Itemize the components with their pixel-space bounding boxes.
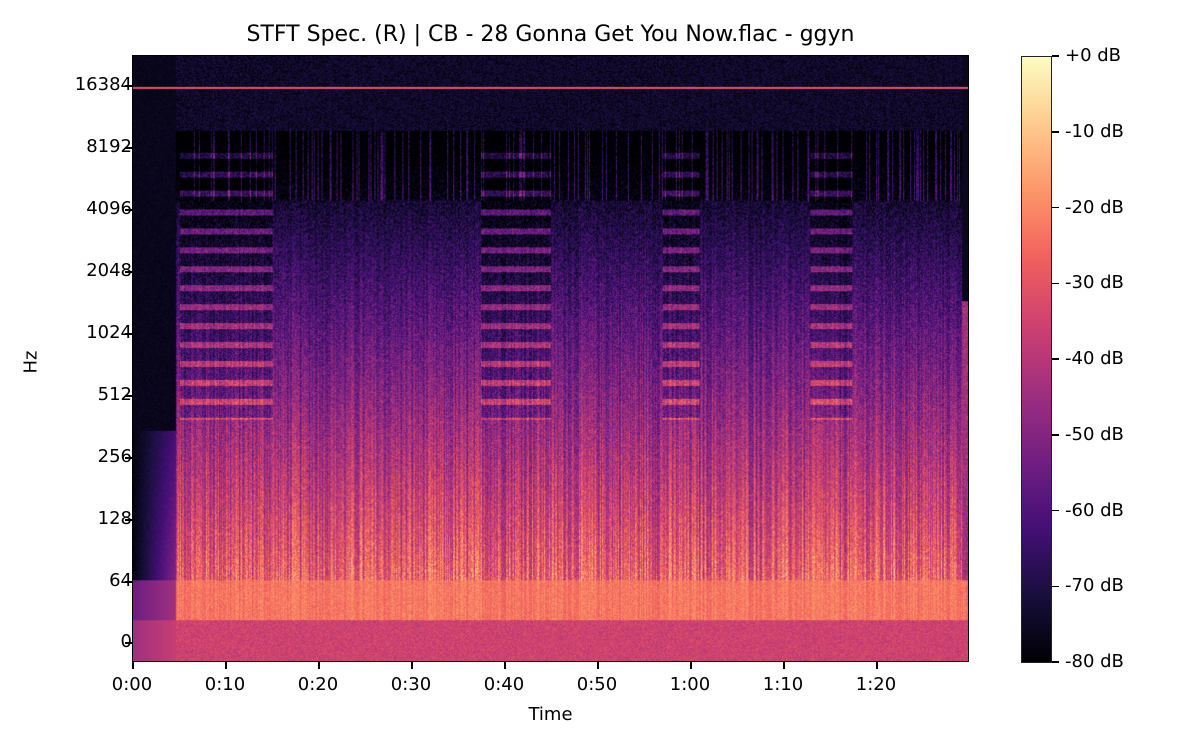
colorbar-tick-mark	[1052, 282, 1059, 284]
colorbar-tick-mark	[1052, 206, 1059, 209]
x-tick-mark	[225, 662, 227, 669]
colorbar-tick-mark	[1052, 131, 1059, 133]
y-tick-label: 4096	[86, 198, 132, 219]
y-tick-mark	[125, 457, 132, 459]
y-tick-mark	[125, 147, 132, 149]
colorbar-tick-label: -20 dB	[1052, 196, 1124, 218]
y-tick-label: 64	[109, 570, 132, 591]
colorbar-tick-text: -60 dB	[1065, 499, 1124, 521]
colorbar-tick-mark	[1052, 661, 1059, 663]
spectrogram-heatmap	[133, 56, 968, 661]
x-tick-label: 0:50	[576, 674, 618, 695]
y-tick-mark	[125, 642, 132, 644]
x-tick-mark	[411, 662, 413, 669]
y-tick-label: 512	[97, 384, 132, 405]
colorbar-tick-mark	[1052, 358, 1059, 360]
x-tick-label: 1:00	[669, 674, 711, 695]
colorbar-tick-text: -80 dB	[1065, 651, 1124, 672]
y-tick-mark	[125, 271, 132, 273]
colorbar-tick-label: -70 dB	[1052, 576, 1124, 596]
y-tick-label: 1024	[86, 322, 132, 343]
x-tick-mark	[690, 662, 692, 669]
colorbar	[1021, 56, 1052, 663]
y-tick-mark	[125, 395, 132, 397]
y-tick-label: 8192	[86, 136, 132, 157]
x-tick-mark	[876, 662, 878, 669]
colorbar-tick-label: -50 dB	[1052, 423, 1124, 445]
colorbar-tick-mark	[1052, 585, 1059, 587]
x-tick-label: 0:40	[483, 674, 525, 695]
x-tick-mark	[597, 662, 599, 669]
colorbar-tick-text: -40 dB	[1065, 348, 1124, 369]
x-tick-label: 0:10	[204, 674, 246, 695]
x-tick-label: 0:20	[297, 674, 339, 695]
colorbar-tick-mark	[1052, 55, 1059, 57]
y-tick-mark	[125, 333, 132, 335]
colorbar-tick-text: -50 dB	[1065, 423, 1124, 445]
x-tick-mark	[783, 662, 785, 669]
y-tick-mark	[125, 209, 132, 211]
y-tick-label: 128	[97, 508, 132, 529]
y-tick-label: 0	[121, 632, 132, 652]
colorbar-tick-mark	[1052, 509, 1059, 512]
y-tick-mark	[125, 85, 132, 87]
y-tick-label: 256	[97, 446, 132, 467]
y-tick-mark	[125, 581, 132, 583]
colorbar-tick-label: -80 dB	[1052, 652, 1124, 672]
colorbar-tick-text: -10 dB	[1065, 120, 1124, 142]
y-tick-label: 2048	[86, 260, 132, 281]
colorbar-tick-mark	[1052, 434, 1059, 436]
colorbar-tick-label: +0 dB	[1052, 46, 1121, 66]
x-tick-mark	[318, 662, 320, 669]
x-tick-label: 1:20	[855, 674, 897, 695]
x-tick-label: 0:00	[111, 674, 153, 695]
colorbar-tick-label: -30 dB	[1052, 273, 1124, 293]
x-tick-label: 0:30	[390, 674, 432, 695]
colorbar-tick-text: -30 dB	[1065, 272, 1124, 294]
y-axis-label: Hz	[20, 350, 42, 374]
colorbar-tick-label: -60 dB	[1052, 499, 1124, 521]
colorbar-tick-label: -40 dB	[1052, 349, 1124, 369]
colorbar-tick-text: +0 dB	[1065, 45, 1122, 66]
colorbar-tick-label: -10 dB	[1052, 120, 1124, 142]
x-tick-label: 1:10	[762, 674, 804, 695]
x-tick-mark	[504, 662, 506, 669]
chart-title: STFT Spec. (R) | CB - 28 Gonna Get You N…	[246, 22, 855, 47]
y-tick-mark	[125, 519, 132, 521]
x-tick-mark	[132, 662, 134, 669]
y-tick-label: 16384	[74, 74, 132, 95]
colorbar-tick-text: -20 dB	[1065, 196, 1124, 218]
spectrogram-plot-area	[132, 55, 969, 662]
colorbar-tick-text: -70 dB	[1065, 575, 1124, 597]
x-axis-label: Time	[528, 704, 573, 725]
